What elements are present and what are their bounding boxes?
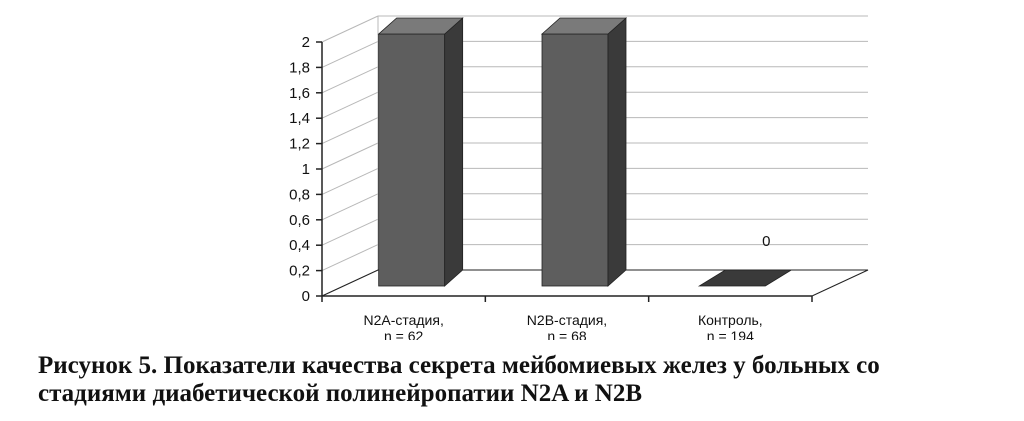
y-tick-label: 1,8 xyxy=(289,59,310,76)
side-gridline xyxy=(321,218,379,246)
x-category-label: Контроль, xyxy=(698,312,763,328)
y-tick-label: 0 xyxy=(302,288,310,305)
caption-line-1: Рисунок 5. Показатели качества секрета м… xyxy=(38,352,880,379)
side-gridline xyxy=(321,91,379,119)
y-tick-label: 2 xyxy=(302,34,310,51)
side-gridline xyxy=(321,244,379,272)
bar-3-flat xyxy=(697,269,793,287)
bar-2-front xyxy=(541,33,609,287)
bar-2-top xyxy=(540,17,628,35)
data-label: 0 xyxy=(762,233,770,250)
y-tick-label: 0,6 xyxy=(289,212,310,229)
y-tick-label: 1,2 xyxy=(289,136,310,153)
x-category-label: n = 194 xyxy=(707,328,754,340)
x-category-label: n = 68 xyxy=(547,328,587,340)
bar-1-side xyxy=(444,17,464,287)
bar-chart-3d: 00,20,40,60,811,21,41,61,82N2A-стадия,n … xyxy=(289,15,869,340)
side-gridline xyxy=(321,142,379,170)
y-tick-label: 0,4 xyxy=(289,237,310,254)
y-tick-label: 1 xyxy=(302,161,310,178)
side-gridline xyxy=(321,167,379,195)
figure-caption: Рисунок 5. Показатели качества секрета м… xyxy=(38,352,1008,408)
side-gridline xyxy=(321,66,379,94)
bar-1-top xyxy=(377,17,464,35)
x-category-label: n = 62 xyxy=(384,328,424,340)
side-gridline xyxy=(321,193,379,221)
y-tick-label: 0,8 xyxy=(289,186,310,203)
x-category-label: N2A-стадия, xyxy=(363,312,443,328)
y-tick-label: 1,6 xyxy=(289,85,310,102)
y-tick-label: 0,2 xyxy=(289,263,310,280)
side-gridline xyxy=(321,117,379,145)
bar-1-front xyxy=(378,33,446,287)
bar-2-side xyxy=(607,17,627,287)
chart-area: 0 0,2 0,4 0,6 0,8 1 1,2 1,4 1,6 1,8 2 N2A-стадия, n … xyxy=(289,15,869,340)
side-gridline xyxy=(321,40,379,68)
side-gridline xyxy=(321,15,379,43)
x-category-label: N2B-стадия, xyxy=(527,312,607,328)
y-tick-label: 1,4 xyxy=(289,110,310,127)
caption-line-2: стадиями диабетической полинейропатии N2… xyxy=(38,380,643,407)
